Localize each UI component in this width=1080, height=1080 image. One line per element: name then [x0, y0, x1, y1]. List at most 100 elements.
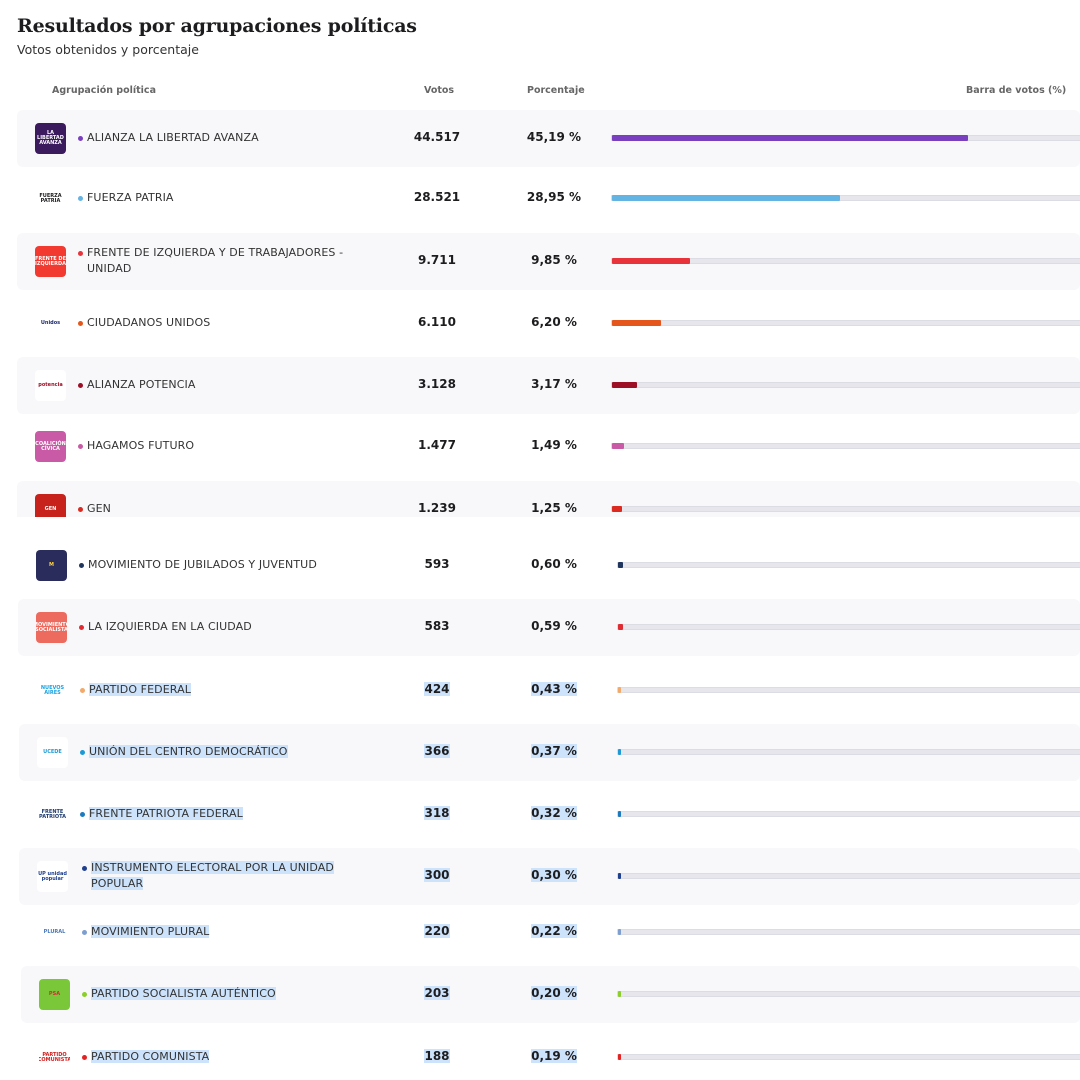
movimiento-plural-logo-icon: PLURAL	[39, 917, 70, 948]
table-row[interactable]: LA LIBERTAD AVANZA ALIANZA LA LIBERTAD AV…	[17, 110, 1080, 167]
table-row[interactable]: FRENTE PATRIOTA FRENTE PATRIOTA FEDERAL 31…	[19, 786, 1080, 843]
party-name-cell: ALIANZA LA LIBERTAD AVANZA	[87, 130, 407, 146]
percent-cell: 28,95 %	[514, 190, 594, 204]
column-header-bar: Barra de votos (%)	[966, 85, 1067, 96]
vote-bar-track	[617, 1054, 1080, 1060]
vote-bar-track	[611, 135, 1080, 141]
votes-value: 9.711	[418, 253, 456, 267]
table-row[interactable]: Unidos CIUDADANOS UNIDOS 6.110 6,20 %	[17, 295, 1080, 352]
fuerza-patria-logo-icon: FUERZA PATRIA	[35, 183, 66, 214]
table-row[interactable]: potencia ALIANZA POTENCIA 3.128 3,17 %	[17, 357, 1080, 414]
percent-cell: 0,20 %	[514, 986, 594, 1000]
party-name: UNIÓN DEL CENTRO DEMOCRÁTICO	[89, 745, 288, 758]
vote-bar-fill	[612, 506, 622, 512]
table-row[interactable]: GEN GEN 1.239 1,25 %	[17, 481, 1080, 517]
votes-value: 593	[424, 557, 450, 571]
vote-bar-track	[611, 443, 1080, 449]
percent-value: 1,49 %	[531, 438, 577, 452]
movimiento-jubilados-logo-icon: M	[36, 550, 67, 581]
percent-value: 28,95 %	[526, 190, 582, 204]
table-row[interactable]: MOVIMIENTO SOCIALISTA LA IZQUIERDA EN LA …	[18, 599, 1080, 656]
party-name-cell: UNIÓN DEL CENTRO DEMOCRÁTICO	[89, 744, 409, 760]
percent-value: 0,32 %	[531, 806, 577, 820]
vote-bar-fill	[612, 320, 661, 326]
party-name-cell: LA IZQUIERDA EN LA CIUDAD	[88, 619, 408, 635]
vote-bar-track	[617, 562, 1080, 568]
percent-value: 6,20 %	[531, 315, 577, 329]
table-row[interactable]: NUEVOS AIRES PARTIDO FEDERAL 424 0,43 %	[19, 662, 1080, 719]
partido-comunista-logo-icon: PARTIDO COMUNISTA	[39, 1042, 70, 1073]
party-color-dot-icon	[78, 251, 83, 256]
percent-value: 0,37 %	[531, 744, 577, 758]
unidad-popular-logo-icon: UP unidad popular	[37, 861, 68, 892]
frente-patriota-logo-icon: FRENTE PATRIOTA	[37, 799, 68, 830]
party-name-cell: PARTIDO SOCIALISTA AUTÉNTICO	[91, 986, 411, 1002]
percent-value: 9,85 %	[531, 253, 577, 267]
percent-cell: 1,25 %	[514, 501, 594, 515]
party-name: MOVIMIENTO DE JUBILADOS Y JUVENTUD	[88, 558, 317, 571]
party-color-dot-icon	[79, 625, 84, 630]
party-name: FRENTE DE IZQUIERDA Y DE TRABAJADORES - …	[87, 246, 344, 275]
votes-cell: 583	[407, 619, 467, 633]
votes-value: 318	[424, 806, 450, 820]
party-name: GEN	[87, 502, 112, 515]
party-name-cell: PARTIDO COMUNISTA	[91, 1049, 411, 1065]
votes-cell: 3.128	[407, 377, 467, 391]
vote-bar-fill	[612, 135, 969, 141]
party-color-dot-icon	[82, 992, 87, 997]
votes-value: 583	[424, 619, 450, 633]
party-name-cell: FRENTE PATRIOTA FEDERAL	[89, 806, 409, 822]
votes-value: 1.477	[418, 438, 456, 452]
table-row[interactable]: PARTIDO COMUNISTA PARTIDO COMUNISTA 188 0,1…	[21, 1029, 1080, 1080]
vote-bar-fill	[612, 195, 841, 201]
votes-cell: 318	[407, 806, 467, 820]
table-row[interactable]: FRENTE DE IZQUIERDA FRENTE DE IZQUIERDA Y…	[17, 233, 1080, 290]
votes-cell: 9.711	[407, 253, 467, 267]
percent-value: 1,25 %	[531, 501, 577, 515]
percent-cell: 0,60 %	[514, 557, 594, 571]
party-name: CIUDADANOS UNIDOS	[87, 316, 211, 329]
percent-value: 0,60 %	[531, 557, 577, 571]
votes-value: 300	[424, 868, 450, 882]
table-row[interactable]: M MOVIMIENTO DE JUBILADOS Y JUVENTUD 593 0,…	[18, 537, 1080, 594]
vote-bar-track	[617, 749, 1080, 755]
table-row[interactable]: PSA PARTIDO SOCIALISTA AUTÉNTICO 203 0,20 %	[21, 966, 1080, 1023]
socialista-autentico-logo-icon: PSA	[39, 979, 70, 1010]
page-title: Resultados por agrupaciones políticas	[17, 15, 417, 37]
vote-bar-track	[611, 195, 1080, 201]
party-name: INSTRUMENTO ELECTORAL POR LA UNIDAD POPU…	[91, 861, 334, 890]
percent-cell: 0,32 %	[514, 806, 594, 820]
percent-value: 0,43 %	[531, 682, 577, 696]
party-color-dot-icon	[78, 136, 83, 141]
results-section-top: LA LIBERTAD AVANZA ALIANZA LA LIBERTAD AV…	[0, 0, 1080, 517]
table-row[interactable]: COALICIÓN CÍVICA HAGAMOS FUTURO 1.477 1,49 …	[17, 418, 1080, 475]
party-color-dot-icon	[78, 321, 83, 326]
vote-bar-fill	[612, 443, 624, 449]
votes-cell: 1.239	[407, 501, 467, 515]
vote-bar-track	[617, 687, 1080, 693]
vote-bar-track	[611, 258, 1080, 264]
votes-cell: 203	[407, 986, 467, 1000]
vote-bar-fill	[618, 873, 621, 879]
votes-cell: 300	[407, 868, 467, 882]
column-header-votes: Votos	[424, 85, 455, 96]
vote-bar-fill	[618, 749, 621, 755]
party-color-dot-icon	[82, 930, 87, 935]
table-row[interactable]: UCEDE UNIÓN DEL CENTRO DEMOCRÁTICO 366 0,37…	[19, 724, 1080, 781]
party-name: PARTIDO FEDERAL	[89, 683, 191, 696]
votes-cell: 188	[407, 1049, 467, 1063]
vote-bar-track	[611, 382, 1080, 388]
percent-cell: 3,17 %	[514, 377, 594, 391]
vote-bar-track	[617, 624, 1080, 630]
table-row[interactable]: FUERZA PATRIA FUERZA PATRIA 28.521 28,95 %	[17, 170, 1080, 227]
vote-bar-fill	[618, 991, 621, 997]
party-color-dot-icon	[82, 866, 87, 871]
party-name: ALIANZA LA LIBERTAD AVANZA	[87, 131, 259, 144]
party-name: MOVIMIENTO PLURAL	[91, 925, 210, 938]
vote-bar-fill	[618, 562, 623, 568]
votes-cell: 28.521	[407, 190, 467, 204]
table-row[interactable]: PLURAL MOVIMIENTO PLURAL 220 0,22 %	[21, 904, 1080, 961]
gen-logo-icon: GEN	[35, 494, 66, 517]
percent-value: 0,20 %	[531, 986, 577, 1000]
table-row[interactable]: UP unidad popular INSTRUMENTO ELECTORAL P…	[19, 848, 1080, 905]
